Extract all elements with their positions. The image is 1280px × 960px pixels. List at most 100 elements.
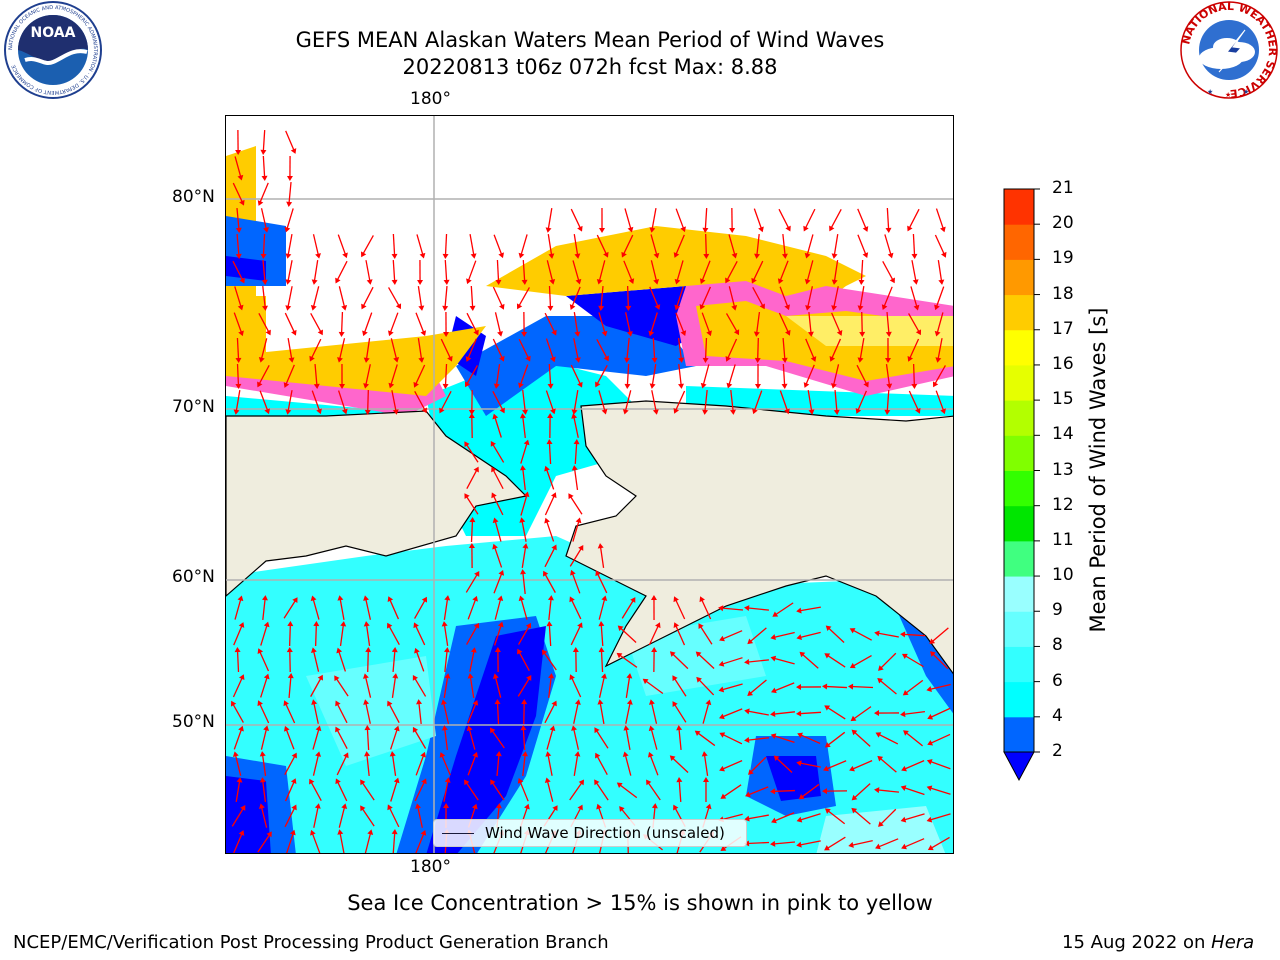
wave-direction-arrow — [520, 598, 528, 620]
wave-direction-arrowhead — [235, 357, 242, 363]
wave-direction-arrow — [365, 364, 371, 386]
wave-direction-arrowhead — [572, 647, 579, 653]
wave-direction-arrowhead — [718, 605, 724, 612]
wave-direction-arrowhead — [469, 305, 476, 311]
wave-direction-arrowhead — [363, 595, 369, 601]
colorbar-segment — [1004, 435, 1034, 471]
wave-direction-arrow — [573, 416, 579, 438]
wave-direction-arrowhead — [927, 844, 934, 851]
footer-credit: NCEP/EMC/Verification Post Processing Pr… — [13, 932, 609, 953]
wave-direction-arrowhead — [265, 329, 271, 336]
wave-direction-arrowhead — [237, 174, 244, 181]
wave-direction-arrowhead — [232, 751, 239, 757]
wave-direction-arrow — [853, 809, 871, 825]
wave-direction-arrow — [930, 836, 950, 850]
wave-direction-arrowhead — [490, 440, 496, 447]
wave-direction-arrow — [441, 754, 451, 776]
wave-direction-arrow — [879, 808, 897, 826]
wave-direction-arrowhead — [335, 700, 341, 707]
wave-direction-arrowhead — [745, 791, 751, 798]
wave-direction-arrowhead — [578, 545, 584, 551]
wave-direction-arrowhead — [338, 331, 345, 337]
wave-direction-arrow — [651, 208, 657, 230]
wave-direction-arrow — [520, 234, 528, 256]
wave-direction-arrowhead — [574, 253, 581, 259]
wave-direction-arrow — [444, 259, 448, 283]
wave-direction-arrowhead — [674, 278, 681, 285]
wave-direction-arrowhead — [797, 732, 803, 739]
wave-direction-arrow — [778, 208, 790, 230]
wave-direction-arrow — [518, 651, 530, 671]
wave-direction-arrow — [469, 234, 475, 256]
wave-direction-arrowhead — [726, 382, 733, 389]
graticule — [226, 116, 953, 853]
wave-direction-arrowhead — [443, 647, 450, 653]
wave-direction-arrow — [522, 753, 526, 777]
wave-direction-arrowhead — [340, 621, 347, 627]
wave-direction-arrow — [414, 391, 426, 411]
wave-direction-arrow — [908, 313, 920, 333]
wave-direction-arrowhead — [877, 678, 884, 684]
wave-direction-arrowhead — [257, 648, 264, 655]
wave-direction-arrow — [649, 286, 659, 308]
wave-direction-arrowhead — [627, 226, 634, 233]
wave-direction-arrow — [806, 234, 814, 256]
footer-date: 15 Aug 2022 on Hera — [1062, 932, 1254, 953]
wave-direction-arrowhead — [285, 253, 292, 259]
lon-label-bottom: 180° — [410, 857, 451, 877]
wave-direction-arrowhead — [601, 595, 608, 602]
wave-direction-arrowhead — [619, 806, 625, 812]
wave-direction-arrow — [336, 780, 348, 802]
wave-direction-arrowhead — [642, 678, 649, 685]
wave-direction-arrowhead — [549, 278, 556, 285]
wave-direction-arrow — [233, 312, 243, 334]
wave-direction-arrowhead — [848, 683, 854, 690]
wave-direction-arrowhead — [259, 751, 266, 757]
wave-direction-arrow — [573, 702, 579, 724]
wave-direction-arrow — [571, 572, 581, 594]
wave-direction-arrow — [544, 312, 556, 334]
wave-direction-arrow — [260, 676, 268, 698]
wave-direction-arrow — [599, 546, 605, 568]
wave-direction-arrow — [390, 338, 398, 360]
wave-direction-arrow — [310, 313, 322, 333]
wave-direction-arrowhead — [525, 355, 531, 362]
wave-direction-arrow — [392, 649, 396, 673]
wave-direction-arrow — [598, 598, 606, 620]
wave-direction-arrow — [544, 494, 556, 516]
wave-direction-arrow — [414, 624, 426, 646]
wave-direction-arrow — [467, 338, 477, 360]
wave-direction-arrowhead — [653, 279, 660, 285]
wave-direction-arrowhead — [257, 700, 263, 707]
wave-direction-arrow — [886, 389, 890, 413]
wave-direction-arrowhead — [601, 408, 608, 415]
wave-direction-arrow — [650, 702, 658, 724]
wave-direction-arrow — [416, 234, 424, 256]
wave-direction-arrow — [650, 728, 658, 750]
wave-direction-arrowhead — [673, 252, 680, 258]
wave-direction-arrowhead — [286, 175, 293, 181]
wave-direction-arrow — [440, 390, 452, 412]
wave-direction-arrow — [678, 779, 682, 803]
wave-direction-arrowhead — [626, 331, 633, 337]
wave-direction-arrow — [782, 363, 786, 387]
wave-direction-arrowhead — [594, 779, 600, 786]
wave-direction-arrowhead — [754, 357, 761, 363]
wave-direction-arrow — [572, 728, 580, 750]
wave-direction-arrow — [494, 598, 502, 620]
wave-direction-arrow — [469, 650, 475, 672]
wave-direction-arrow — [600, 623, 604, 647]
wave-direction-arrow — [749, 756, 767, 774]
wave-direction-arrow — [494, 416, 502, 438]
wave-direction-arrowhead — [465, 356, 472, 362]
wave-direction-arrowhead — [316, 408, 322, 415]
wave-direction-arrowhead — [393, 357, 400, 363]
wave-direction-arrowhead — [419, 252, 426, 259]
wave-direction-arrow — [365, 260, 371, 282]
lat-label-50: 50°N — [172, 712, 215, 732]
wave-direction-arrowhead — [547, 305, 554, 311]
wave-direction-arrowhead — [362, 330, 368, 337]
wave-direction-arrow — [518, 287, 530, 307]
wave-direction-arrow — [494, 312, 502, 334]
wave-direction-arrow — [417, 286, 423, 308]
